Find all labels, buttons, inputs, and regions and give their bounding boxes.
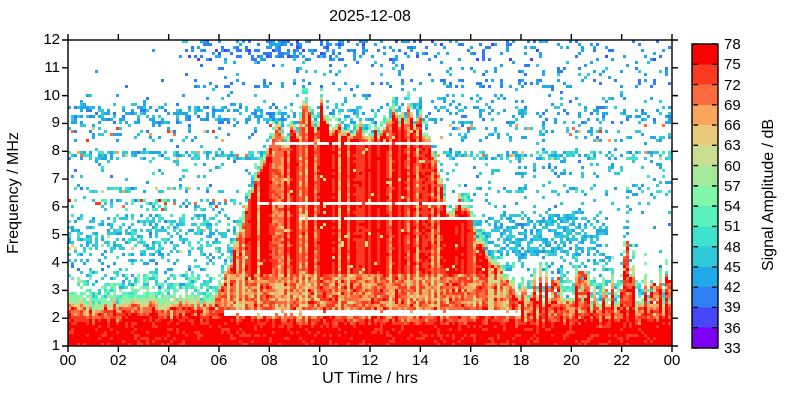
chart-title: 2025-12-08 [329, 8, 411, 25]
colorbar-tick-label: 72 [724, 76, 741, 94]
x-tick-label: 10 [311, 352, 328, 369]
x-tick-label: 18 [512, 352, 530, 369]
colorbar-tick-label: 51 [724, 218, 741, 236]
colorbar-tick-label: 54 [724, 198, 741, 216]
colorbar-tick-label: 33 [724, 340, 741, 357]
colorbar-tick-label: 69 [724, 96, 741, 114]
x-tick-label: 06 [210, 352, 228, 369]
x-tick-label: 12 [361, 352, 379, 369]
colorbar-tick-label: 78 [724, 36, 741, 53]
x-tick-label: 00 [663, 352, 681, 369]
spectrogram-canvas [68, 40, 672, 346]
plot-area [68, 40, 672, 346]
y-tick-label: 4 [51, 253, 60, 271]
y-tick-label: 6 [51, 197, 60, 215]
colorbar-tick-label: 63 [724, 137, 741, 155]
colorbar-tick-label: 60 [724, 157, 741, 175]
x-tick-label: 16 [462, 352, 479, 369]
y-tick-label: 3 [51, 281, 60, 299]
y-tick-label: 1 [51, 337, 60, 354]
x-tick-label: 14 [411, 352, 429, 369]
x-tick-label: 22 [613, 352, 630, 369]
y-tick-label: 11 [44, 58, 60, 76]
colorbar [692, 44, 718, 348]
colorbar-tick-label: 45 [724, 258, 741, 276]
colorbar-tick-label: 39 [724, 299, 741, 317]
y-tick-label: 5 [51, 225, 60, 243]
x-tick-label: 20 [562, 352, 580, 369]
x-tick-label: 04 [160, 352, 177, 369]
colorbar-tick-label: 36 [724, 319, 741, 337]
x-tick-label: 08 [260, 352, 278, 369]
y-tick-label: 8 [51, 142, 60, 160]
colorbar-tick-label: 48 [724, 238, 741, 256]
y-tick-label: 7 [51, 170, 60, 188]
colorbar-tick-label: 75 [724, 56, 741, 74]
colorbar-tick-label: 66 [724, 117, 741, 135]
y-tick-label: 2 [51, 309, 60, 327]
y-tick-label: 12 [43, 31, 60, 48]
colorbar-label: Signal Amplitude / dB [760, 118, 777, 272]
y-tick-label: 10 [43, 86, 60, 104]
colorbar-tick-label: 42 [724, 279, 741, 297]
x-tick-label: 02 [109, 352, 127, 369]
x-axis-label: UT Time / hrs [322, 370, 418, 387]
x-tick-label: 00 [59, 352, 77, 369]
colorbar-tick-label: 57 [724, 177, 741, 195]
y-axis-label: Frequency / MHz [5, 132, 22, 254]
y-tick-label: 9 [51, 114, 60, 132]
